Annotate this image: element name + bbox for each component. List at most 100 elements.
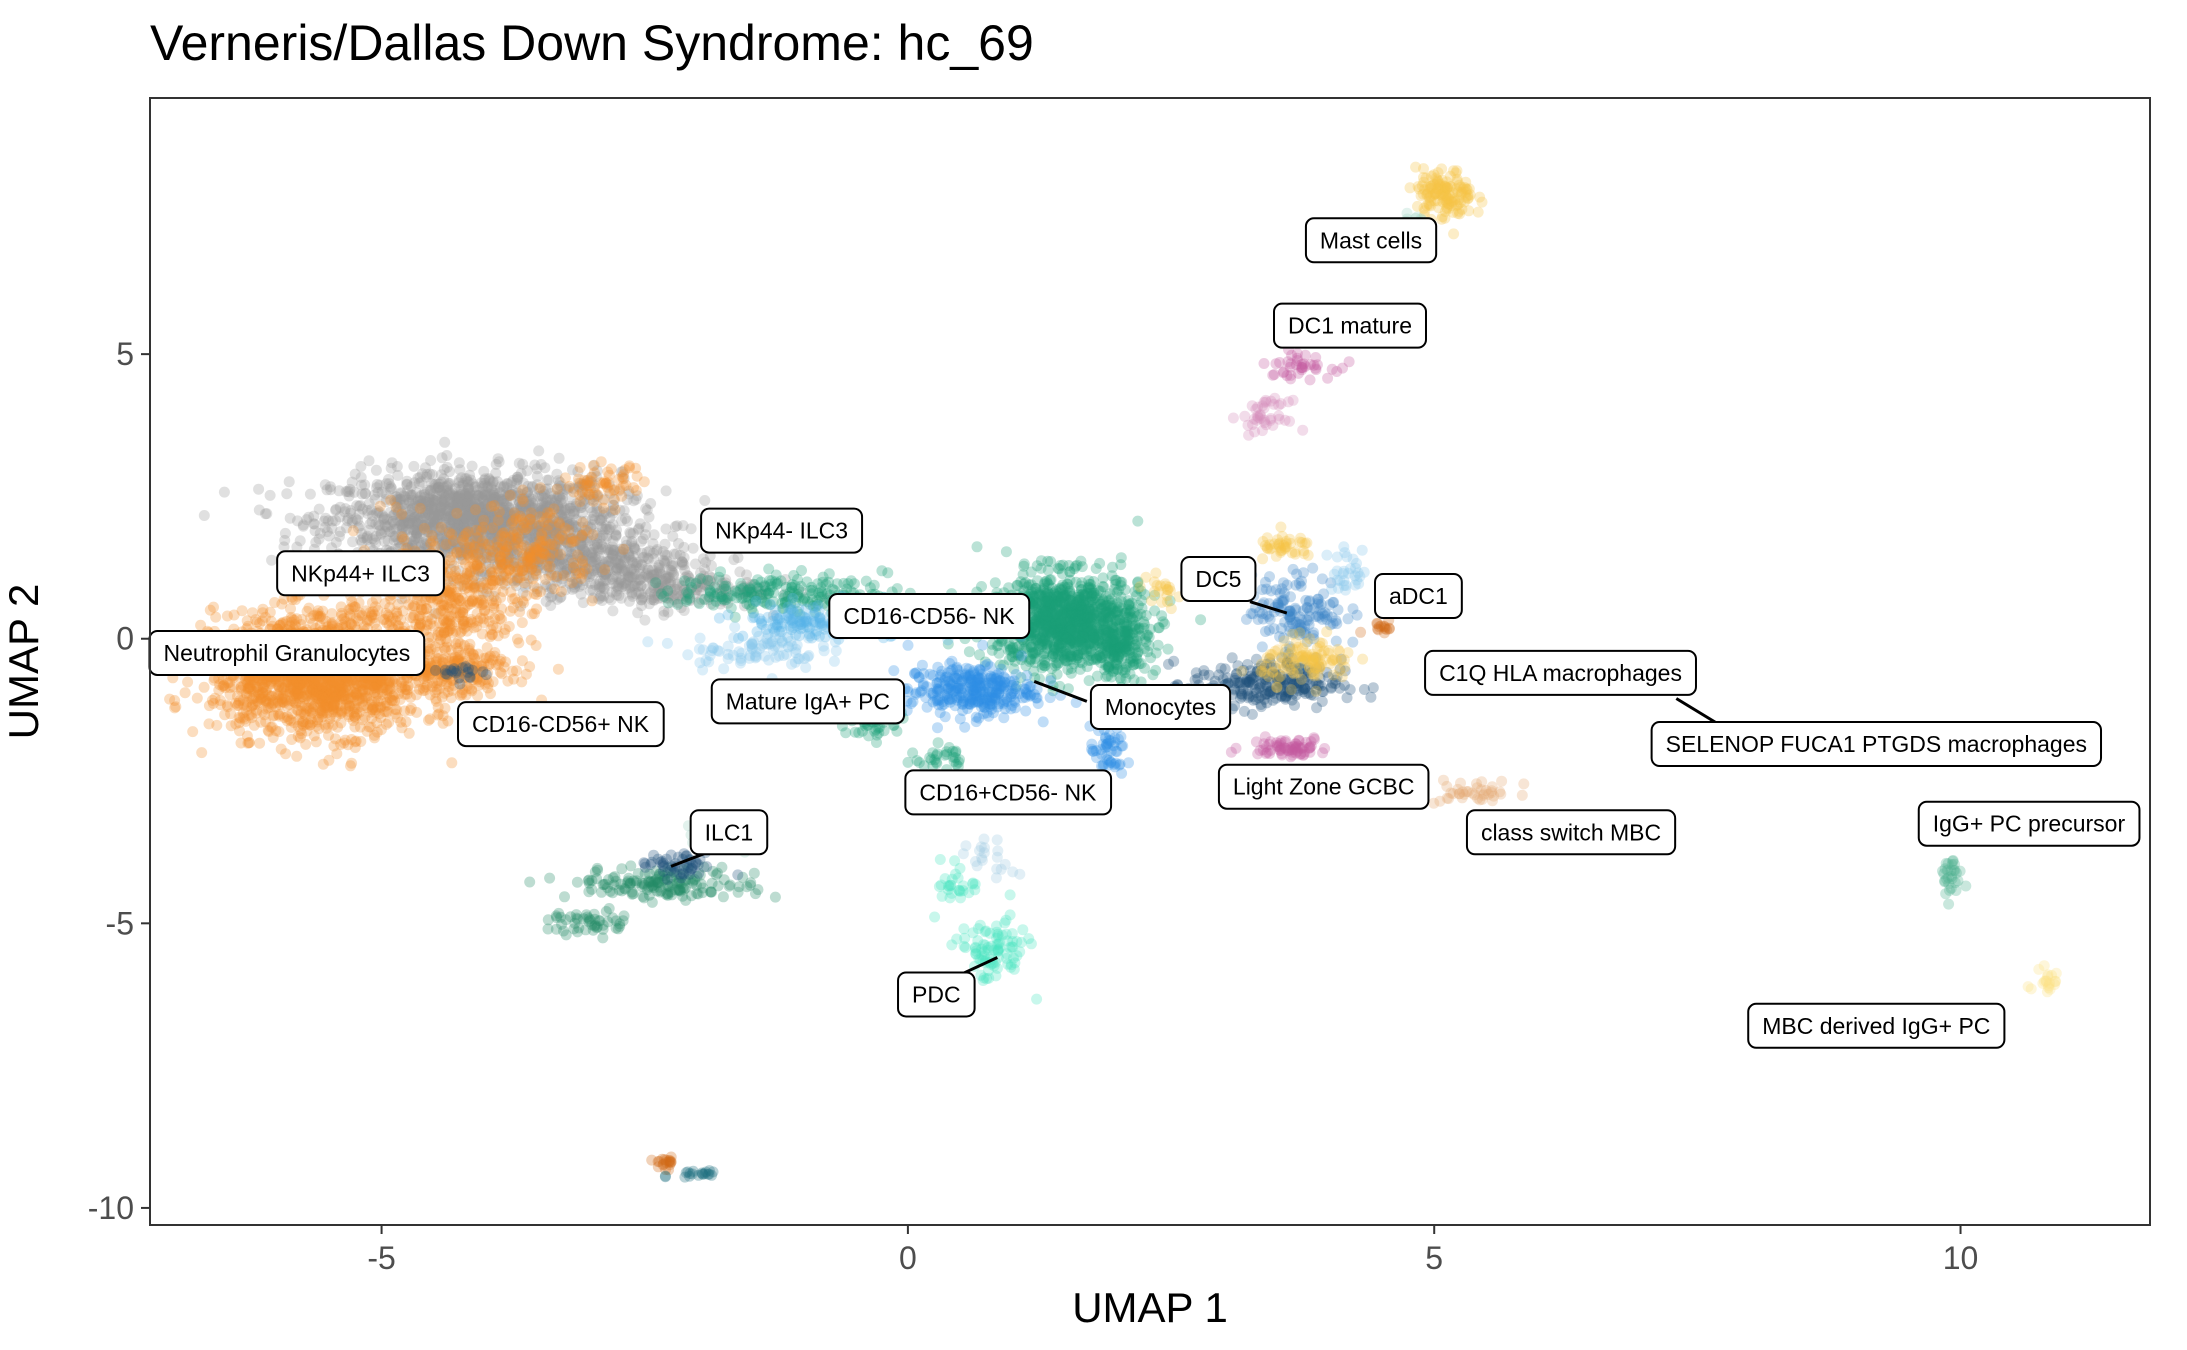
- data-point: [318, 515, 330, 527]
- data-point: [417, 537, 429, 549]
- data-point: [368, 682, 380, 694]
- data-point: [492, 495, 504, 507]
- data-point: [417, 521, 429, 533]
- data-point: [380, 520, 392, 532]
- data-point: [517, 484, 529, 496]
- data-point: [614, 558, 626, 570]
- data-point: [633, 573, 645, 585]
- data-point: [322, 515, 334, 527]
- data-point: [538, 488, 550, 500]
- data-point: [573, 477, 585, 489]
- data-point: [587, 460, 599, 472]
- data-point: [433, 481, 445, 493]
- data-point: [624, 527, 636, 538]
- data-point: [537, 529, 549, 540]
- data-point: [375, 724, 387, 736]
- data-point: [345, 603, 357, 615]
- data-point: [308, 730, 320, 742]
- data-point: [218, 486, 230, 498]
- data-point: [618, 472, 630, 484]
- data-point: [466, 493, 477, 505]
- data-point: [370, 537, 382, 549]
- data-point: [564, 500, 576, 512]
- data-point: [281, 615, 293, 627]
- data-point: [487, 575, 498, 587]
- data-point: [499, 523, 510, 535]
- data-point: [509, 592, 521, 604]
- data-point: [404, 504, 416, 516]
- data-point: [467, 499, 479, 511]
- data-point: [595, 538, 607, 550]
- data-point: [465, 515, 477, 527]
- data-point: [446, 528, 458, 540]
- data-point: [442, 479, 454, 491]
- data-point: [494, 511, 506, 523]
- data-point: [321, 484, 333, 496]
- data-point: [253, 483, 265, 495]
- data-point: [512, 473, 524, 485]
- data-point: [486, 498, 498, 509]
- data-point: [336, 694, 347, 706]
- data-point: [455, 489, 467, 501]
- data-point: [551, 492, 563, 504]
- points-layer: [159, 161, 2062, 1183]
- data-point: [416, 604, 428, 615]
- data-point: [233, 711, 245, 723]
- data-point: [405, 691, 416, 703]
- data-point: [473, 565, 484, 577]
- data-point: [502, 512, 514, 524]
- data-point: [516, 617, 528, 629]
- data-point: [553, 555, 565, 567]
- data-point: [427, 529, 439, 541]
- data-point: [453, 457, 465, 469]
- data-point: [423, 500, 435, 511]
- data-point: [459, 518, 471, 529]
- data-point: [454, 511, 466, 522]
- data-point: [423, 498, 435, 510]
- data-point: [365, 699, 377, 711]
- data-point: [445, 523, 457, 535]
- data-point: [440, 522, 452, 534]
- data-point: [536, 562, 548, 574]
- data-point: [354, 520, 366, 532]
- data-point: [450, 625, 462, 637]
- data-point: [464, 487, 476, 499]
- data-point: [421, 505, 433, 517]
- data-point: [526, 502, 538, 514]
- data-point: [366, 516, 378, 528]
- data-point: [370, 464, 382, 476]
- data-point: [600, 507, 612, 519]
- data-point: [447, 497, 459, 509]
- data-point: [345, 760, 356, 772]
- data-point: [411, 527, 423, 539]
- data-point: [423, 496, 435, 508]
- data-point: [503, 564, 515, 576]
- data-point: [533, 506, 545, 518]
- data-point: [300, 689, 312, 701]
- data-point: [444, 535, 456, 547]
- data-point: [518, 477, 529, 489]
- data-point: [408, 513, 420, 525]
- data-point: [280, 748, 292, 760]
- data-point: [516, 655, 528, 667]
- data-point: [481, 489, 493, 501]
- data-point: [559, 504, 571, 516]
- data-point: [443, 526, 455, 537]
- data-point: [535, 459, 547, 470]
- data-point: [464, 539, 476, 551]
- data-point: [445, 488, 457, 500]
- data-point: [472, 536, 484, 548]
- data-point: [538, 503, 550, 515]
- data-point: [508, 557, 520, 569]
- data-point: [473, 490, 485, 501]
- data-point: [488, 505, 500, 517]
- data-point: [419, 486, 430, 498]
- data-point: [414, 471, 426, 483]
- data-point: [506, 545, 518, 557]
- data-point: [608, 493, 620, 505]
- data-point: [622, 571, 634, 583]
- data-point: [370, 507, 382, 519]
- data-point: [500, 506, 512, 518]
- data-point: [589, 480, 601, 492]
- data-point: [386, 457, 398, 469]
